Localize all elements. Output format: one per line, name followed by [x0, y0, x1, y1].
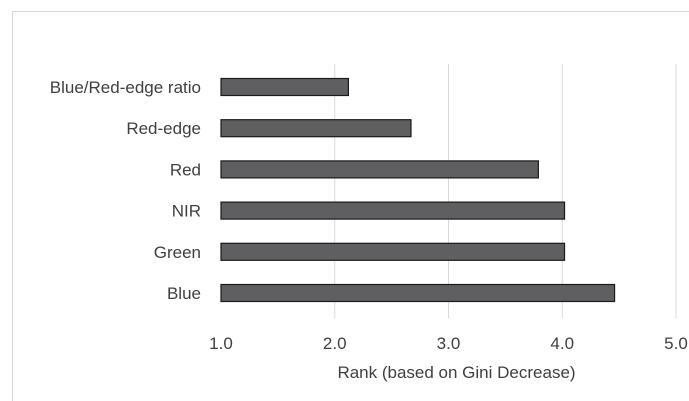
category-label: Blue/Red-edge ratio [50, 78, 201, 97]
x-tick-label: 3.0 [437, 334, 461, 353]
bars [220, 77, 616, 303]
bar-red [220, 160, 539, 179]
bar-blue-red-edge-ratio [220, 77, 350, 97]
bar-blue [220, 283, 616, 303]
category-labels: Blue/Red-edge ratio Red-edge Red NIR Green Bl… [50, 78, 201, 303]
x-tick-label: 2.0 [323, 334, 347, 353]
bar-red-edge [220, 119, 412, 138]
bar-chart: Blue/Red-edge ratio Red-edge Red NIR Green Bl… [50, 64, 688, 382]
category-label: Red [170, 160, 201, 179]
category-label: NIR [172, 202, 201, 221]
category-label: Blue [167, 284, 201, 303]
bar-green [220, 242, 566, 261]
x-axis-title: Rank (based on Gini Decrease) [337, 363, 575, 382]
bar-nir [220, 201, 566, 220]
x-tick-label: 5.0 [664, 334, 688, 353]
category-label: Green [154, 243, 201, 262]
chart-frame [12, 11, 689, 401]
gridlines [334, 64, 677, 318]
x-tick-label: 1.0 [209, 334, 233, 353]
category-label: Red-edge [126, 119, 201, 138]
x-tick-label: 4.0 [550, 334, 574, 353]
x-tick-labels: 1.0 2.0 3.0 4.0 5.0 [209, 334, 688, 353]
